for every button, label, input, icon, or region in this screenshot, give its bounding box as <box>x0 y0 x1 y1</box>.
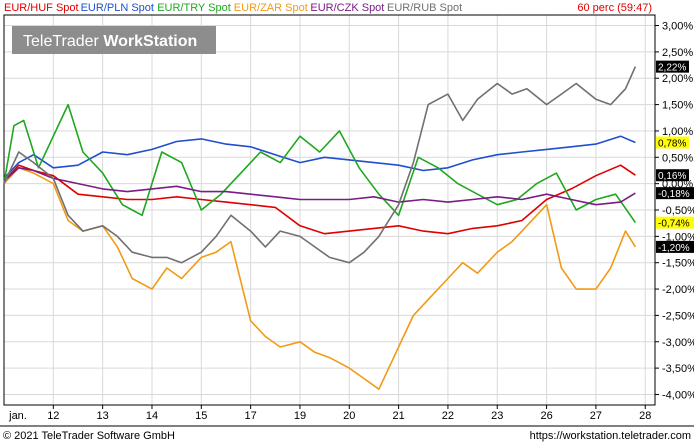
y-tick-label: -0,50% <box>662 205 694 217</box>
series-line-eur-pln-spot <box>3 135 636 179</box>
watermark-part2: WorkStation <box>103 33 197 50</box>
watermark: TeleTrader WorkStation <box>12 26 216 54</box>
y-tick-label: 3,00% <box>662 21 693 33</box>
y-tick-label: -2,50% <box>662 310 694 322</box>
y-tick-label: -3,00% <box>662 337 694 349</box>
x-tick-label: 28 <box>639 410 651 422</box>
x-tick-label: 14 <box>146 410 158 422</box>
footer-url[interactable]: https://workstation.teletrader.com <box>530 430 691 442</box>
y-tick-label: -4,00% <box>662 389 694 401</box>
legend-item[interactable]: EUR/ZAR Spot <box>234 2 308 14</box>
end-labels: 2,22% 0,78% 0,16% -0,18% -0,74% -1,20% <box>656 60 694 254</box>
x-tick-label: 19 <box>294 410 306 422</box>
legend: EUR/HUF Spot EUR/PLN Spot EUR/TRY Spot EUR/… <box>4 2 462 14</box>
y-tick-label: 2,50% <box>662 47 693 59</box>
x-tick-label: 15 <box>195 410 207 422</box>
x-tick-label: 20 <box>343 410 355 422</box>
series-line-eur-try-spot <box>3 103 637 224</box>
legend-item[interactable]: EUR/PLN Spot <box>81 2 154 14</box>
x-tick-label: 17 <box>245 410 257 422</box>
grid <box>4 15 655 405</box>
watermark-part1: TeleTrader <box>23 33 103 50</box>
legend-item[interactable]: EUR/HUF Spot <box>4 2 79 14</box>
y-tick-label: -1,00% <box>662 231 694 243</box>
x-tick-label: 21 <box>392 410 404 422</box>
footer-copyright: © 2021 TeleTrader Software GmbH <box>3 430 175 442</box>
end-label-box <box>656 60 689 73</box>
end-label-box <box>656 169 689 182</box>
series-line-eur-rub-spot <box>3 66 637 264</box>
watermark-box <box>12 26 216 54</box>
end-label-box <box>656 240 694 253</box>
y-axis: 3,00%2,50%2,00%1,50%1,00%0,50%0,00%-0,50… <box>655 21 694 401</box>
end-label-box <box>656 187 694 200</box>
x-tick-label: 27 <box>590 410 602 422</box>
y-tick-label: 2,00% <box>662 73 693 85</box>
x-axis: jan. 12 13 14 15 17 19 20 21 22 23 26 27 28 <box>8 405 651 422</box>
x-tick-label: 26 <box>540 410 552 422</box>
end-label: -0,18% <box>658 189 690 200</box>
x-tick-label: 12 <box>47 410 59 422</box>
y-tick-label: 0,50% <box>662 152 693 164</box>
legend-item[interactable]: EUR/CZK Spot <box>310 2 384 14</box>
x-tick-label: 22 <box>442 410 454 422</box>
end-label: 0,16% <box>658 171 686 182</box>
end-label: 0,78% <box>658 139 686 150</box>
y-tick-label: -3,50% <box>662 363 694 375</box>
series-line-eur-czk-spot <box>3 167 636 206</box>
legend-item[interactable]: EUR/RUB Spot <box>387 2 462 14</box>
y-tick-label: 1,50% <box>662 100 693 112</box>
y-tick-label: -1,50% <box>662 258 694 270</box>
x-tick-label: jan. <box>8 410 27 422</box>
watermark-text: TeleTrader WorkStation <box>23 33 197 50</box>
legend-item[interactable]: EUR/TRY Spot <box>157 2 231 14</box>
series-line-eur-zar-spot <box>3 167 637 391</box>
y-tick-label: -2,00% <box>662 284 694 296</box>
x-tick-label: 13 <box>97 410 109 422</box>
end-label: -1,20% <box>658 243 690 254</box>
end-label-box <box>656 216 694 229</box>
period-label: 60 perc (59:47) <box>577 2 652 14</box>
end-label: -0,74% <box>658 219 690 230</box>
x-tick-label: 23 <box>491 410 503 422</box>
end-label-box <box>656 136 689 149</box>
series-group <box>3 66 637 391</box>
series-line-eur-huf-spot <box>3 164 636 235</box>
end-label: 2,22% <box>658 63 686 74</box>
y-tick-label: 1,00% <box>662 126 693 138</box>
